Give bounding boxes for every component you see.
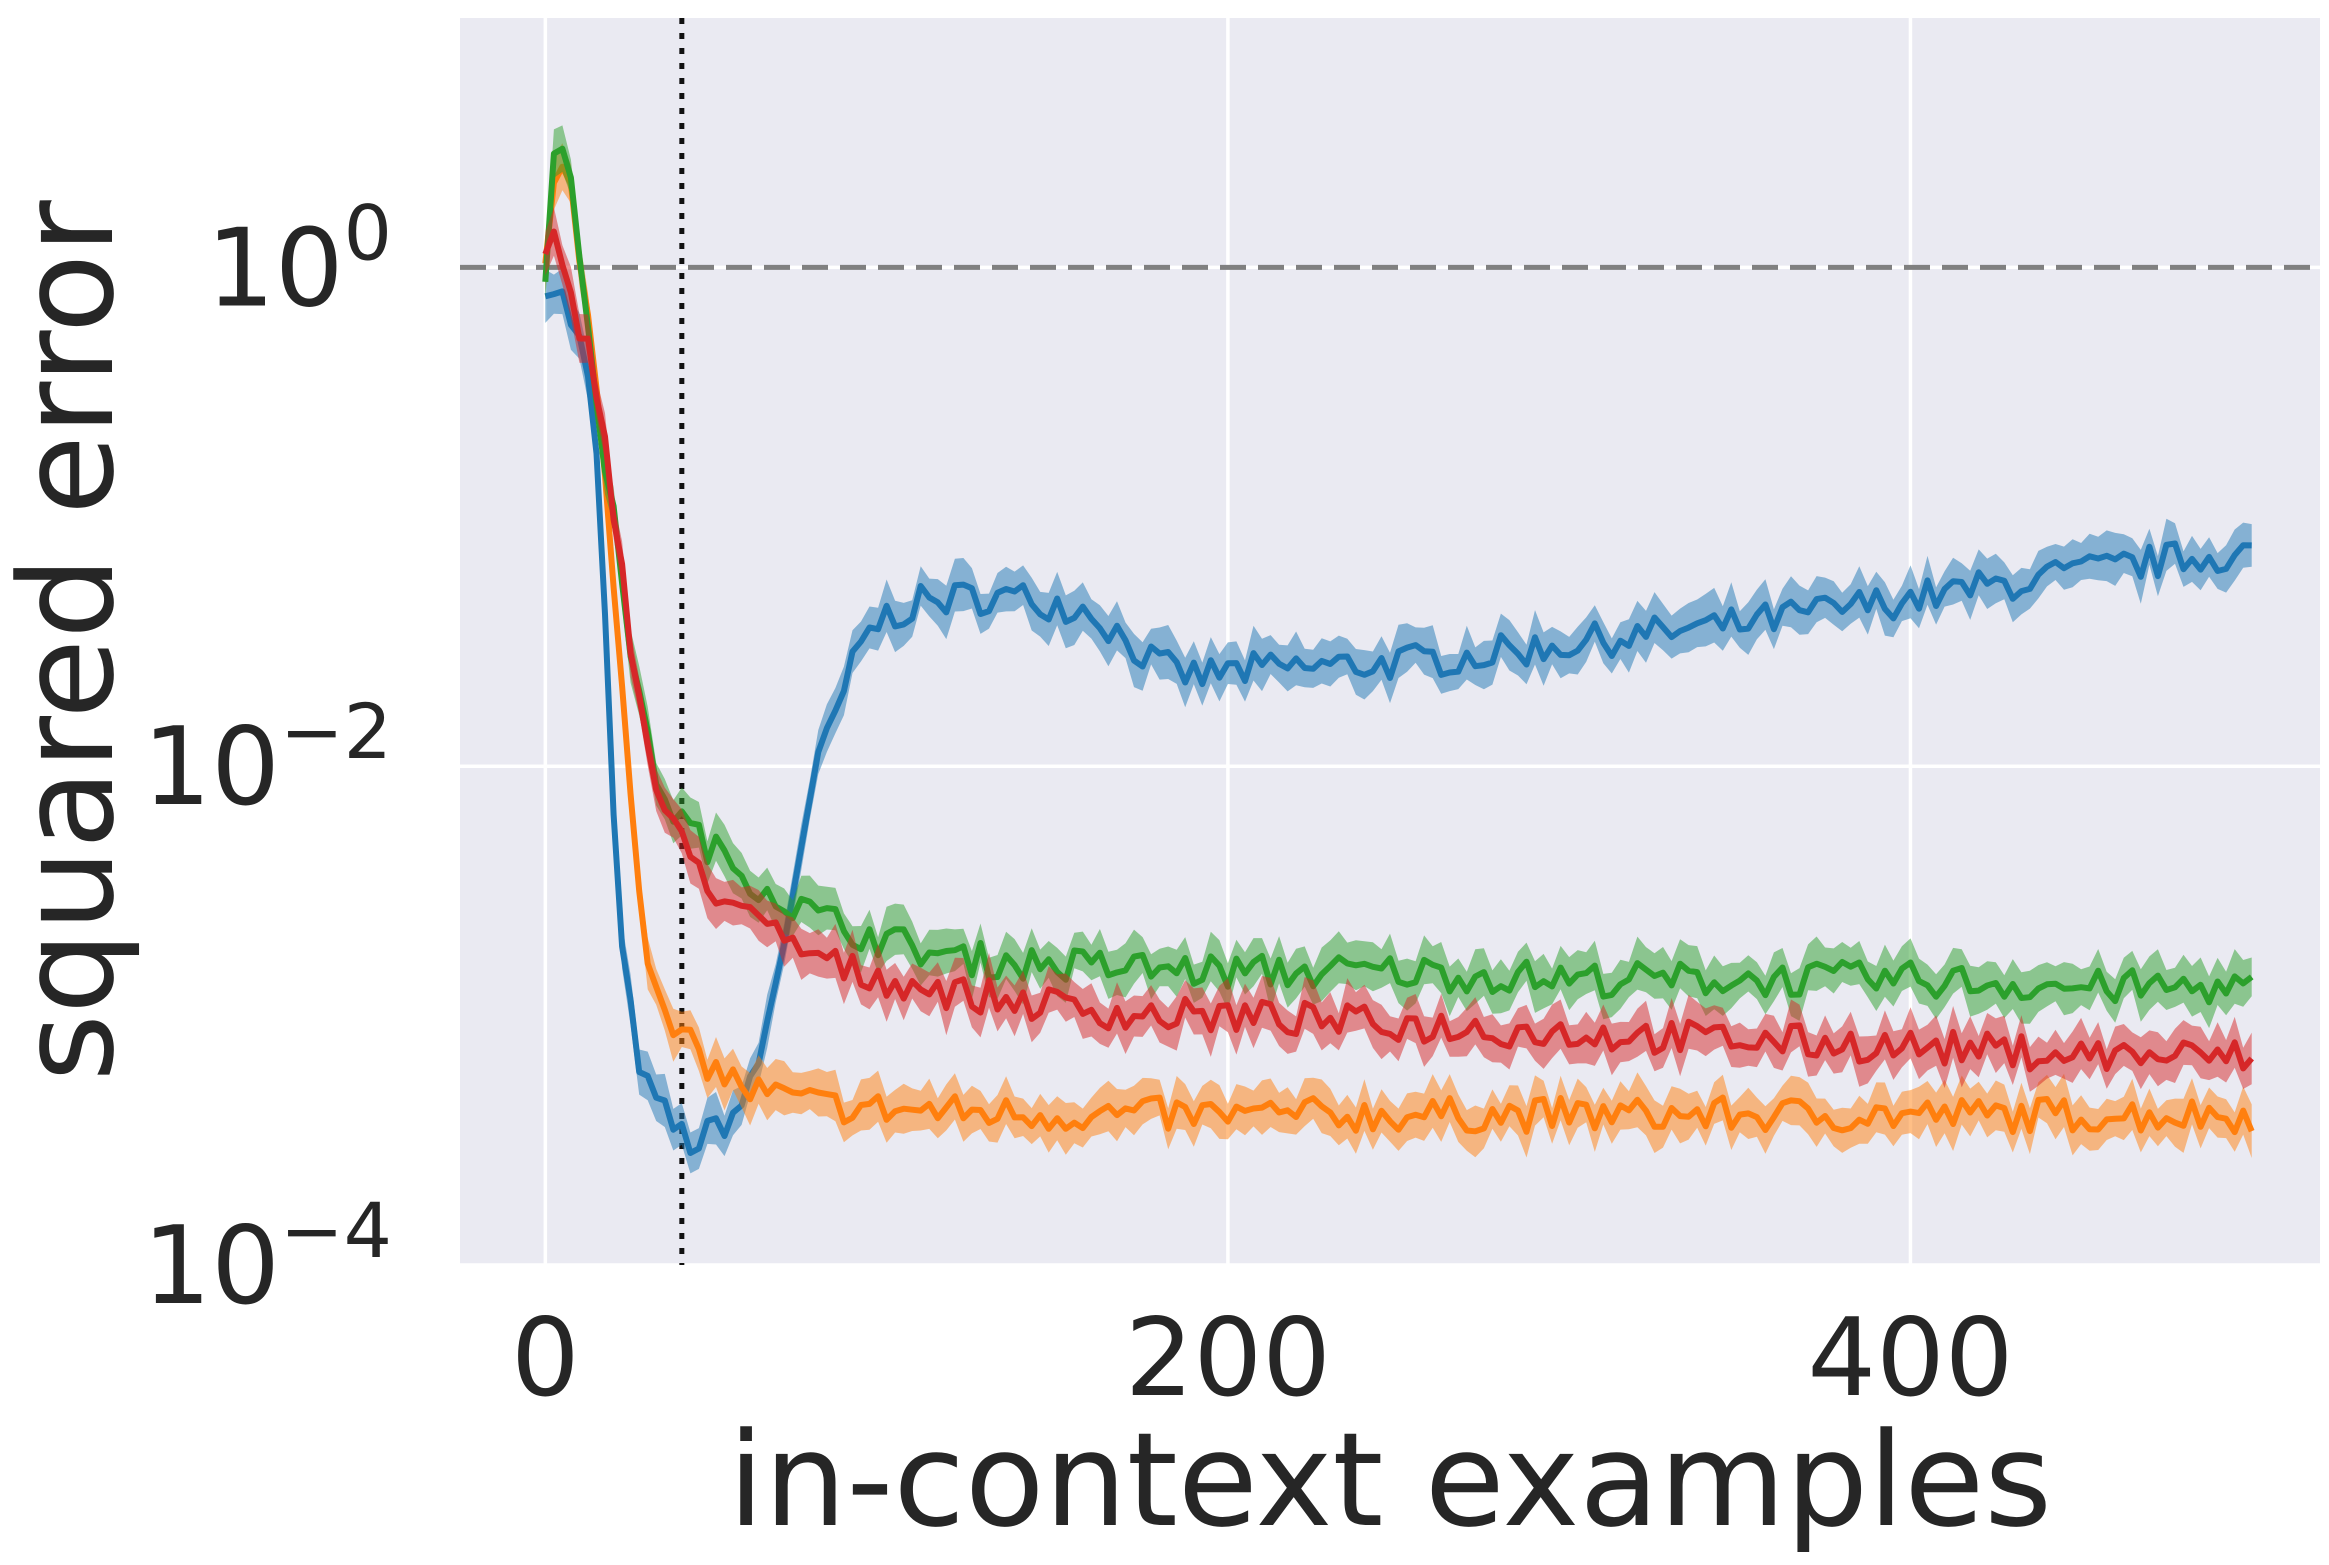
y-tick-exponent: 0 <box>344 188 392 277</box>
series-1-line <box>544 288 2252 1156</box>
series-layer <box>542 125 2255 1174</box>
series-2-confidence-band <box>545 143 2252 1158</box>
y-tick-label: 10−2 <box>143 687 392 830</box>
y-tick-base: 10 <box>143 705 280 830</box>
series-3-line <box>542 145 2254 1006</box>
y-tick-exponent: −4 <box>280 1186 392 1275</box>
y-tick-label: 10−4 <box>143 1186 392 1329</box>
series-2 <box>542 143 2255 1158</box>
y-tick-exponent: −2 <box>280 687 392 776</box>
x-tick-label: 400 <box>1807 1296 2013 1421</box>
series-4-line <box>542 228 2254 1073</box>
y-tick-base: 10 <box>206 206 343 331</box>
y-tick-label: 100 <box>206 188 392 331</box>
y-axis-label: squared error <box>0 200 143 1082</box>
series-1 <box>544 268 2252 1174</box>
y-tick-base: 10 <box>143 1204 280 1329</box>
reference-lines <box>460 18 2320 1265</box>
series-2-line <box>542 163 2255 1136</box>
series-3 <box>542 125 2254 1029</box>
x-tick-label: 200 <box>1125 1296 1331 1421</box>
x-axis-label: in-context examples <box>728 1404 2052 1556</box>
series-4 <box>542 207 2254 1092</box>
x-tick-label: 0 <box>511 1296 580 1421</box>
